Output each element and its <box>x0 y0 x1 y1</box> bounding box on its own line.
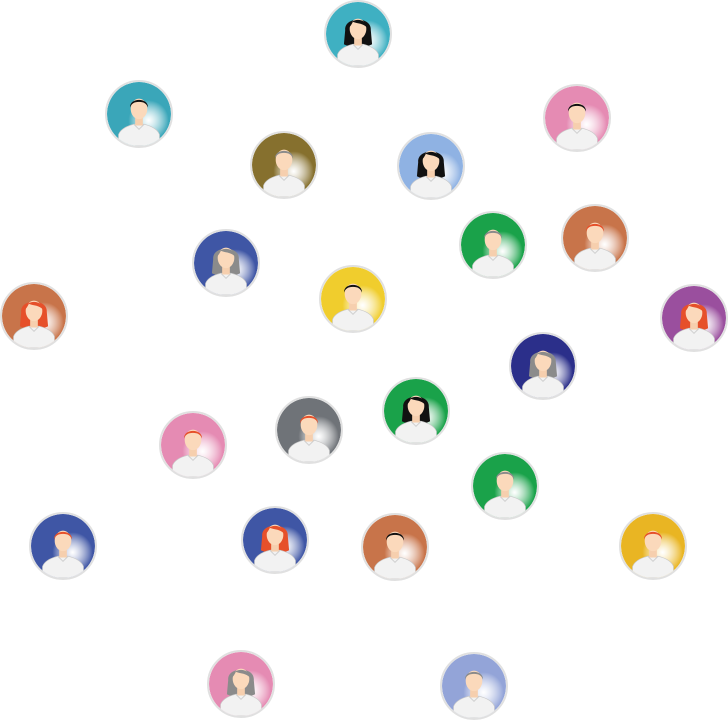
avatar-a4 <box>250 131 318 199</box>
avatar-a17 <box>29 512 97 580</box>
avatar-a10 <box>0 282 68 350</box>
person-icon <box>384 379 448 443</box>
person-icon <box>621 514 685 578</box>
person-icon <box>31 514 95 578</box>
avatar-a19 <box>361 513 429 581</box>
avatar-a5 <box>397 132 465 200</box>
person-icon <box>473 454 537 518</box>
avatar-a7 <box>561 204 629 272</box>
person-icon <box>399 134 463 198</box>
person-icon <box>194 231 258 295</box>
person-icon <box>563 206 627 270</box>
avatar-a6 <box>459 211 527 279</box>
avatar-a1 <box>324 0 392 68</box>
avatar-a14 <box>275 396 343 464</box>
avatar-a13 <box>382 377 450 445</box>
person-icon <box>107 82 171 146</box>
avatar-a2 <box>105 80 173 148</box>
person-icon <box>461 213 525 277</box>
person-icon <box>161 413 225 477</box>
person-icon <box>442 654 506 718</box>
avatar-a20 <box>619 512 687 580</box>
person-icon <box>545 86 609 150</box>
person-icon <box>2 284 66 348</box>
avatar-a3 <box>543 84 611 152</box>
person-icon <box>511 334 575 398</box>
avatar-a9 <box>319 265 387 333</box>
person-icon <box>277 398 341 462</box>
avatar-a12 <box>509 332 577 400</box>
avatar-a21 <box>207 650 275 718</box>
avatar-a22 <box>440 652 508 720</box>
person-icon <box>243 508 307 572</box>
person-icon <box>321 267 385 331</box>
person-icon <box>662 286 726 350</box>
avatar-a18 <box>241 506 309 574</box>
person-icon <box>209 652 273 716</box>
avatar-a16 <box>471 452 539 520</box>
person-icon <box>326 2 390 66</box>
person-icon <box>363 515 427 579</box>
avatar-a8 <box>192 229 260 297</box>
avatar-a11 <box>660 284 728 352</box>
person-icon <box>252 133 316 197</box>
avatar-a15 <box>159 411 227 479</box>
